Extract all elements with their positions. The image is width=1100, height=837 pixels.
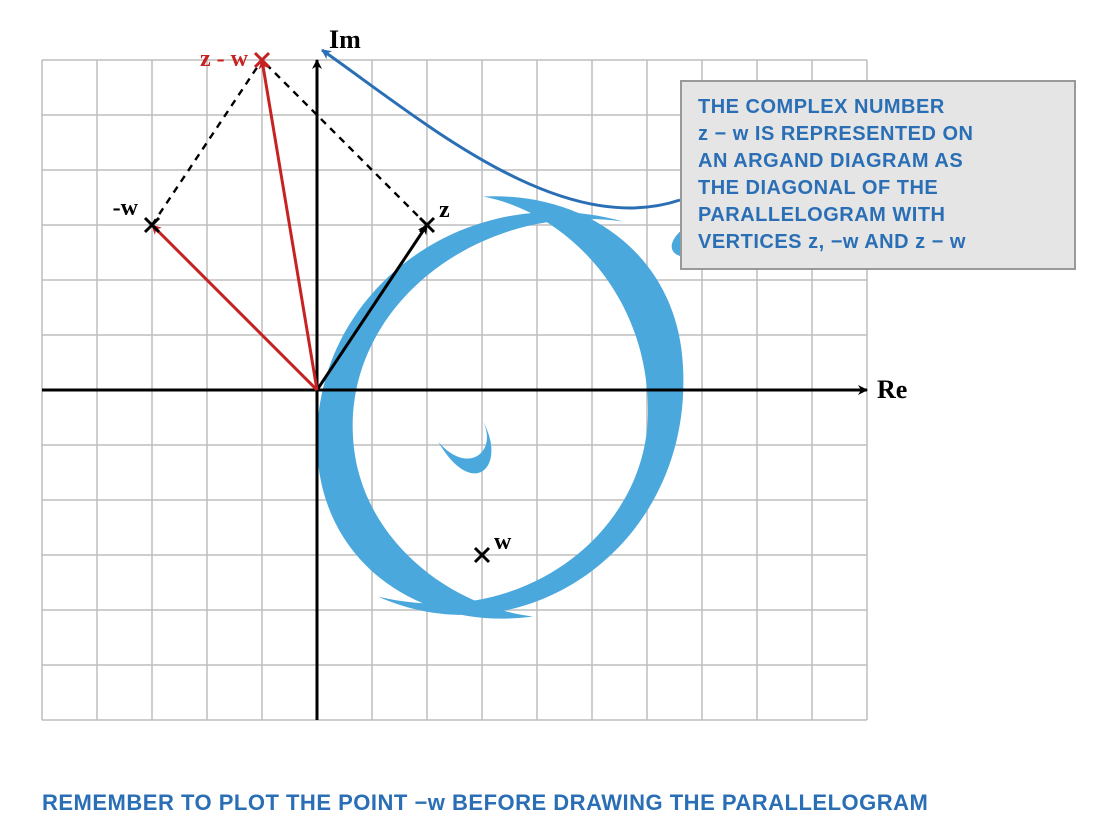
annotation-line: z − w IS REPRESENTED ON	[698, 121, 1058, 148]
annotation-line: PARALLELOGRAM WITH	[698, 202, 1058, 229]
point-label: z - w	[200, 46, 249, 72]
annotation-line: THE DIAGONAL OF THE	[698, 175, 1058, 202]
leader-line	[322, 50, 680, 208]
annotation-line: AN ARGAND DIAGRAM AS	[698, 148, 1058, 175]
annotation-box: THE COMPLEX NUMBERz − w IS REPRESENTED O…	[680, 80, 1076, 270]
annotation-line: VERTICES z, −w AND z − w	[698, 229, 1058, 256]
axis-label-re: Re	[877, 375, 907, 404]
point-label: z	[439, 197, 450, 223]
footer-note: REMEMBER TO PLOT THE POINT −w BEFORE DRA…	[42, 790, 928, 816]
axis-label-im: Im	[329, 25, 361, 54]
annotation-line: THE COMPLEX NUMBER	[698, 94, 1058, 121]
point-label: -w	[113, 195, 139, 221]
parallelogram	[152, 60, 427, 225]
point-label: w	[494, 529, 512, 555]
